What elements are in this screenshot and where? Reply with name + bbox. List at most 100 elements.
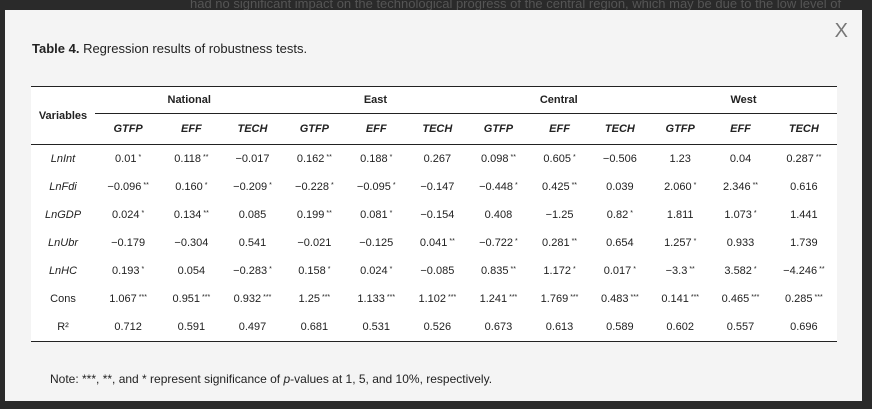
- table-cell: 0.465 ***: [710, 285, 770, 313]
- table-cell: −0.147: [407, 173, 467, 201]
- significance-stars: *: [753, 266, 757, 273]
- coefficient-value: 1.172: [543, 265, 571, 277]
- table-cell: 0.141 ***: [650, 285, 710, 313]
- significance-stars: *: [330, 182, 334, 189]
- coefficient-value: 2.346: [723, 181, 751, 193]
- table-row: LnUbr −0.179 −0.304 0.541 −0.021 −0.125 0.041 *…: [31, 229, 837, 257]
- significance-stars: ***: [690, 294, 700, 301]
- significance-stars: **: [689, 266, 695, 273]
- coefficient-value: 0.118: [174, 153, 202, 165]
- variables-header: Variables: [31, 87, 95, 145]
- significance-stars: *: [515, 238, 518, 245]
- table-cell: 0.591: [161, 313, 221, 341]
- significance-stars: ***: [263, 294, 272, 301]
- coefficient-value: 0.835: [480, 265, 509, 277]
- table-cell: 0.557: [710, 313, 770, 341]
- table-cell: 1.25 ***: [283, 285, 345, 313]
- column-header-eff: EFF: [161, 113, 222, 145]
- coefficient-value: −0.506: [602, 153, 637, 165]
- significance-stars: ***: [202, 294, 211, 301]
- table-cell: 0.199 **: [283, 201, 345, 229]
- significance-stars: **: [326, 210, 332, 217]
- significance-stars: **: [143, 182, 149, 189]
- table-cell: 0.497: [222, 313, 284, 341]
- coefficient-value: 1.241: [479, 293, 508, 305]
- coefficient-value: 0.287: [786, 153, 814, 165]
- coefficient-value: 0.712: [114, 321, 142, 333]
- significance-stars: **: [819, 266, 825, 273]
- table-cell: 0.531: [345, 313, 407, 341]
- table-cell: −1.25: [529, 201, 589, 229]
- row-label: LnGDP: [44, 209, 82, 221]
- coefficient-value: 0.696: [790, 321, 818, 333]
- close-icon[interactable]: X: [834, 20, 848, 42]
- table-cell: 1.23: [650, 145, 710, 174]
- table-cell: −0.096 **: [95, 173, 161, 201]
- coefficient-value: −0.017: [235, 153, 270, 165]
- table-cell: 0.098 **: [468, 145, 530, 174]
- coefficient-value: −0.179: [111, 237, 146, 249]
- significance-stars: *: [693, 182, 697, 189]
- column-header-gtfp: GTFP: [650, 113, 711, 145]
- coefficient-value: 0.160: [175, 181, 203, 193]
- table-cell: 0.041 **: [407, 229, 467, 257]
- row-label: LnUbr: [48, 237, 78, 249]
- table-cell: 1.441: [771, 201, 837, 229]
- column-header-gtfp: GTFP: [467, 113, 530, 145]
- table-cell: 1.172 *: [529, 257, 589, 285]
- coefficient-value: 0.673: [484, 321, 513, 333]
- significance-stars: ***: [751, 294, 760, 301]
- significance-stars: *: [633, 266, 636, 273]
- coefficient-value: 1.811: [666, 209, 694, 221]
- table-cell: 0.835 **: [468, 257, 530, 285]
- coefficient-value: −0.209: [233, 181, 268, 193]
- coefficient-value: 0.591: [177, 321, 206, 333]
- table-cell: 0.04: [710, 145, 770, 174]
- coefficient-value: 0.267: [423, 153, 452, 165]
- coefficient-value: 0.408: [484, 209, 513, 221]
- significance-stars: **: [510, 154, 516, 161]
- coefficient-value: 0.681: [300, 321, 329, 333]
- coefficient-value: 0.654: [606, 237, 634, 249]
- significance-stars: *: [269, 266, 272, 273]
- significance-stars: ***: [321, 294, 331, 301]
- table-cell: 3.582 *: [710, 257, 770, 285]
- significance-stars: ***: [509, 294, 518, 301]
- coefficient-value: −4.246: [783, 265, 818, 277]
- coefficient-value: 0.589: [606, 321, 634, 333]
- note-text: Note: ***, **, and * represent significa…: [50, 372, 284, 386]
- region-header-west: West: [650, 87, 837, 114]
- table-cell: 0.605 *: [529, 145, 589, 174]
- table-caption: Table 4. Regression results of robustnes…: [32, 41, 307, 56]
- table-cell: 0.024 *: [95, 201, 161, 229]
- table-title: Regression results of robustness tests.: [79, 41, 308, 56]
- significance-stars: **: [571, 238, 578, 245]
- table-cell: 1.811: [650, 201, 710, 229]
- table-cell: −0.154: [407, 201, 467, 229]
- significance-stars: **: [571, 182, 578, 189]
- table-cell: 0.712: [95, 313, 161, 341]
- table-row: LnFdi −0.096 ** 0.160 * −0.209 * −0.228 * −0.095 *…: [31, 173, 837, 201]
- coefficient-value: 0.024: [111, 209, 140, 221]
- significance-stars: *: [515, 182, 518, 189]
- table-cell: 1.067 ***: [95, 285, 161, 313]
- table-cell: 1.241 ***: [468, 285, 530, 313]
- table-cell: −0.283 *: [222, 257, 284, 285]
- significance-stars: *: [389, 266, 393, 273]
- table-cell: 0.673: [468, 313, 530, 341]
- coefficient-value: 1.25: [298, 293, 320, 305]
- coefficient-value: 1.067: [109, 293, 137, 305]
- table-cell: −0.209 *: [222, 173, 284, 201]
- significance-stars: *: [204, 182, 208, 189]
- table-cell: 0.541: [222, 229, 284, 257]
- row-label: LnInt: [50, 153, 76, 165]
- coefficient-value: −0.147: [420, 181, 455, 193]
- table-cell: 0.134 **: [161, 201, 221, 229]
- table-cell: 0.024 *: [345, 257, 407, 285]
- table-row: LnInt 0.01 * 0.118 ** −0.017 0.162 ** 0.188 * 0.26…: [31, 145, 837, 174]
- table-cell: 0.287 **: [771, 145, 837, 174]
- coefficient-value: 0.024: [360, 265, 388, 277]
- region-header-east: East: [283, 87, 468, 114]
- significance-stars: **: [449, 238, 455, 245]
- significance-stars: **: [510, 266, 516, 273]
